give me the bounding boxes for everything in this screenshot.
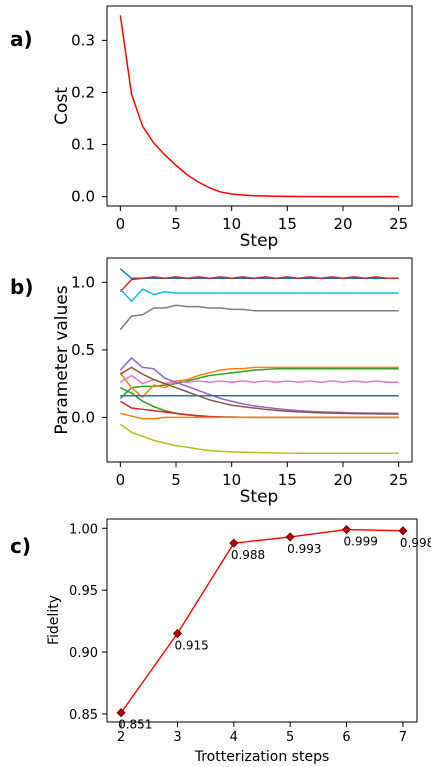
data-label: 0.999: [344, 535, 378, 549]
chart-panel-a: a) 0 5 10 15 20 25 0.0 0.1 0.2 0.3 Step Cost: [10, 5, 413, 251]
x-tick-label: 10: [222, 215, 241, 233]
series-line-0: [119, 15, 399, 198]
y-axis-title: Parameter values: [52, 285, 72, 434]
y-tick-label: 0.5: [71, 341, 95, 359]
x-tick-label: 0: [116, 215, 126, 233]
data-point: [116, 708, 126, 718]
series-line-2: [119, 288, 399, 302]
panel-label: c): [10, 534, 31, 558]
plot-area: [119, 268, 399, 454]
y-tick-label: 0.85: [69, 708, 98, 723]
x-tick-label: 6: [342, 730, 350, 745]
x-tick-label: 20: [333, 215, 352, 233]
chart-panel-b: b) 0 5 10 15 20 25 0.0 0.5 1.0 Step Parameter value…: [10, 257, 413, 507]
x-tick-label: 5: [286, 730, 294, 745]
data-point: [341, 524, 352, 535]
y-tick-label: 0.2: [71, 83, 95, 101]
x-tick-label: 10: [222, 471, 241, 489]
data-label: 0.993: [287, 542, 321, 556]
plot-area: [116, 524, 408, 718]
data-label: 0.851: [118, 718, 152, 732]
data-point: [398, 526, 408, 536]
data-point: [172, 628, 183, 639]
axes-frame: [106, 518, 418, 723]
series-line-12: [120, 412, 399, 420]
x-tick-label: 15: [278, 215, 297, 233]
data-label: 0.998: [400, 536, 431, 550]
x-tick-label: 5: [171, 471, 181, 489]
series-line-7: [119, 357, 399, 415]
x-tick-label: 25: [389, 215, 408, 233]
x-tick-label: 0: [116, 471, 126, 489]
y-tick-label: 0.3: [71, 31, 95, 49]
x-axis-title: Trotterization steps: [194, 749, 330, 765]
series-line-8: [119, 366, 399, 415]
x-axis-title: Step: [240, 231, 279, 251]
y-tick-label: 0.90: [69, 646, 98, 661]
chart-panel-c: c) 0.851 0.915 0.988 0.993 0.999 0.998 2 3 4 5 6 7 0.…: [10, 518, 431, 765]
series-line-6: [119, 374, 399, 385]
series-line-0: [120, 528, 403, 714]
y-axis-title: Fidelity: [46, 595, 62, 645]
data-label: 0.915: [174, 638, 208, 652]
x-tick-label: 20: [333, 471, 352, 489]
series-line-3: [119, 304, 399, 331]
y-tick-label: 0.1: [71, 136, 95, 154]
data-point: [229, 538, 239, 548]
y-axis-title: Cost: [52, 87, 72, 125]
x-tick-label: 4: [230, 730, 238, 745]
axes-frame: [106, 257, 413, 463]
x-axis-title: Step: [240, 487, 279, 507]
x-tick-label: 7: [399, 730, 407, 745]
plot-area: [119, 15, 399, 198]
x-tick-label: 2: [117, 730, 125, 745]
data-label: 0.988: [231, 548, 265, 562]
y-tick-label: 0.95: [69, 584, 98, 599]
y-tick-label: 1.0: [71, 273, 95, 291]
y-tick-label: 0.0: [71, 188, 95, 206]
x-tick-label: 5: [171, 215, 181, 233]
panel-label: a): [10, 27, 33, 51]
y-tick-label: 0.0: [71, 408, 95, 426]
x-tick-label: 25: [389, 471, 408, 489]
data-point: [285, 532, 295, 542]
axes-frame: [106, 5, 413, 207]
panel-label: b): [10, 275, 33, 299]
series-line-13: [119, 423, 399, 454]
y-tick-label: 1.00: [69, 522, 98, 537]
series-line-1: [119, 276, 399, 293]
series-line-5: [119, 366, 399, 398]
x-tick-label: 3: [173, 730, 181, 745]
x-tick-label: 15: [278, 471, 297, 489]
